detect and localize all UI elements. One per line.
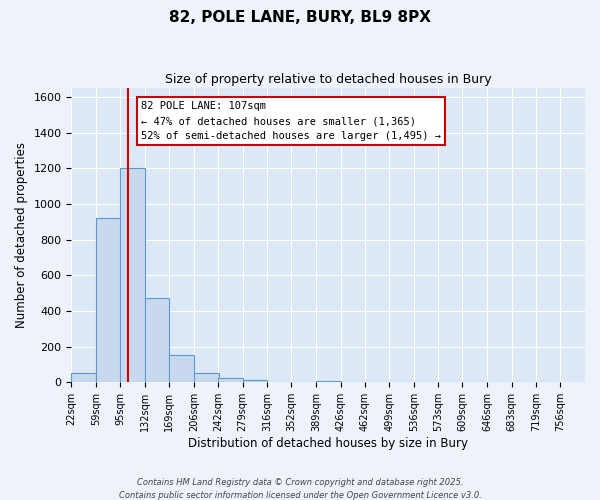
Title: Size of property relative to detached houses in Bury: Size of property relative to detached ho… [165,72,491,86]
Text: 82 POLE LANE: 107sqm
← 47% of detached houses are smaller (1,365)
52% of semi-de: 82 POLE LANE: 107sqm ← 47% of detached h… [141,102,441,141]
Bar [169,354,194,382]
Bar [120,168,145,382]
Bar [194,372,218,382]
Bar [242,380,267,382]
Bar [218,378,242,382]
Bar [96,218,121,382]
Bar [145,298,169,382]
Bar [71,372,96,382]
Text: Contains HM Land Registry data © Crown copyright and database right 2025.
Contai: Contains HM Land Registry data © Crown c… [119,478,481,500]
X-axis label: Distribution of detached houses by size in Bury: Distribution of detached houses by size … [188,437,468,450]
Y-axis label: Number of detached properties: Number of detached properties [15,142,28,328]
Text: 82, POLE LANE, BURY, BL9 8PX: 82, POLE LANE, BURY, BL9 8PX [169,10,431,25]
Bar [316,380,341,382]
